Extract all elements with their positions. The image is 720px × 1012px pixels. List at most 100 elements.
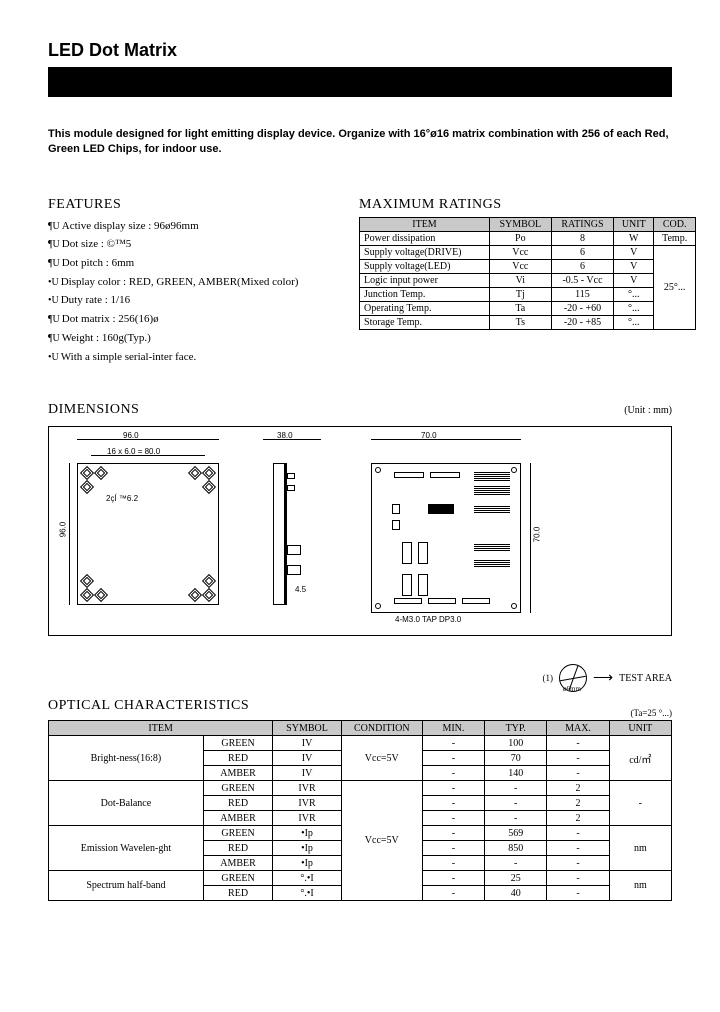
table-cell: AMBER [203,811,272,826]
table-cell: cd/㎡ [609,736,671,781]
table-cell: Supply voltage(DRIVE) [360,245,490,259]
table-cell: - [422,766,484,781]
feature-item: Weight : 160g(Typ.) [48,329,335,348]
feature-item: Dot matrix : 256(16)ø [48,310,335,329]
table-header: SYMBOL [489,217,551,231]
table-cell: 8 [551,231,613,245]
table-cell: GREEN [203,826,272,841]
features-heading: FEATURES [48,197,335,213]
feature-item: Active display size : 96ø96mm [48,217,335,236]
table-cell: IVR [273,796,342,811]
table-cell: V [614,245,654,259]
table-cell: - [422,871,484,886]
table-cell: IVR [273,811,342,826]
table-cell: - [422,751,484,766]
table-cell: - [485,796,547,811]
table-cell: Emission Wavelen-ght [49,826,204,871]
dimensions-section: DIMENSIONS (Unit : mm) 96.0 16 x 6.0 = 8… [48,402,672,636]
table-cell: °.•I [273,871,342,886]
pcb-box [371,463,521,613]
max-ratings-table: ITEMSYMBOLRATINGSUNITCOD.Power dissipati… [359,217,696,330]
table-cell: Vcc=5V [341,781,422,901]
table-cell: IV [273,751,342,766]
table-cell: - [485,811,547,826]
table-header: UNIT [609,721,671,736]
side-plate [273,463,285,605]
table-cell: W [614,231,654,245]
dim-side-d: 4.5 [295,585,306,594]
table-cell: RED [203,796,272,811]
table-cell: - [547,856,609,871]
table-cell: V [614,259,654,273]
feature-item: Display color : RED, GREEN, AMBER(Mixed … [48,273,335,292]
optical-heading: OPTICAL CHARACTERISTICS [48,698,249,714]
dim-back-note: 4-M3.0 TAP DP3.0 [395,615,461,624]
table-cell: 40 [485,886,547,901]
feature-item: With a simple serial-inter face. [48,348,335,367]
table-cell: Junction Temp. [360,287,490,301]
title-bar [48,67,672,97]
feature-item: Dot size : ©™5 [48,235,335,254]
table-header: COD. [654,217,696,231]
table-cell: Supply voltage(LED) [360,259,490,273]
dimensions-frame: 96.0 16 x 6.0 = 80.0 2çÍ ™6.2 96.0 [48,426,672,636]
table-cell: 25°... [654,245,696,329]
table-cell: -0.5 - Vcc [551,273,613,287]
dimensions-unit: (Unit : mm) [624,405,672,416]
table-cell: Vcc=5V [341,736,422,781]
table-cell: - [422,796,484,811]
table-cell: - [485,781,547,796]
dim-back-h: 70.0 [533,527,542,543]
table-cell: 25 [485,871,547,886]
table-cell: 569 [485,826,547,841]
table-header: MIN. [422,721,484,736]
table-cell: - [609,781,671,826]
table-cell: Tj [489,287,551,301]
table-cell: 2 [547,811,609,826]
table-cell: - [422,826,484,841]
table-cell: 100 [485,736,547,751]
table-cell: Po [489,231,551,245]
max-ratings-heading: MAXIMUM RATINGS [359,197,696,213]
table-cell: °... [614,315,654,329]
table-header: TYP. [485,721,547,736]
table-header: UNIT [614,217,654,231]
table-cell: 115 [551,287,613,301]
optical-condition: (Ta=25 °...) [630,708,672,718]
table-cell: - [422,856,484,871]
dim-front-h: 96.0 [58,522,67,538]
side-view: 38.0 4.5 [257,445,327,625]
optical-section: (1) ø6mm ⟶ TEST AREA OPTICAL CHARACTERIS… [48,664,672,901]
table-cell: Dot-Balance [49,781,204,826]
intro-text: This module designed for light emitting … [48,127,672,157]
table-cell: - [547,751,609,766]
table-header: RATINGS [551,217,613,231]
table-cell: - [547,886,609,901]
table-cell: 6 [551,259,613,273]
table-cell: nm [609,871,671,901]
table-cell: IVR [273,781,342,796]
table-cell: Logic input power [360,273,490,287]
table-cell: •Ip [273,856,342,871]
table-header: ITEM [360,217,490,231]
table-cell: 2 [547,796,609,811]
table-cell: Ts [489,315,551,329]
table-cell: GREEN [203,871,272,886]
table-cell: °... [614,287,654,301]
table-cell: - [422,781,484,796]
top-columns: FEATURES Active display size : 96ø96mmDo… [48,197,672,367]
table-cell: - [547,841,609,856]
table-cell: - [422,886,484,901]
back-view: 70.0 [351,445,541,625]
table-cell: °... [614,301,654,315]
table-header: CONDITION [341,721,422,736]
table-header: ITEM [49,721,273,736]
table-cell: 2 [547,781,609,796]
table-cell: Vi [489,273,551,287]
table-cell: Vcc [489,245,551,259]
test-area-row: (1) ø6mm ⟶ TEST AREA [48,664,672,692]
test-circle-icon: ø6mm [559,664,587,692]
dimensions-heading: DIMENSIONS [48,402,139,418]
table-cell: AMBER [203,766,272,781]
table-cell: RED [203,886,272,901]
